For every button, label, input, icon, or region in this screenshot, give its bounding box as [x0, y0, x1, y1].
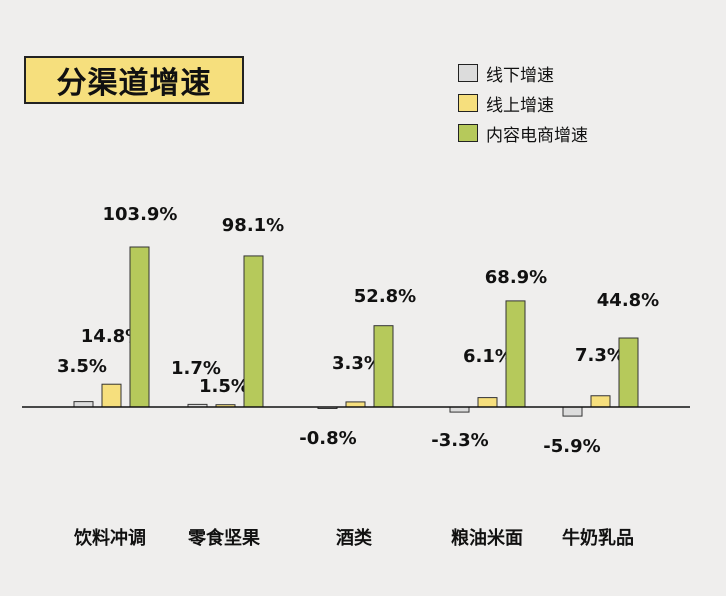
bar-4-1	[590, 395, 611, 408]
data-label-1-0: 1.7%	[171, 358, 221, 379]
data-label-0-0: 3.5%	[57, 356, 107, 377]
category-label-0: 饮料冲调	[73, 527, 146, 549]
legend-swatch-offline	[458, 64, 478, 82]
chart-title: 分渠道增速	[56, 66, 212, 101]
data-label-4-1: 7.3%	[575, 345, 625, 366]
legend: 线下增速 线上增速 内容电商增速	[458, 58, 588, 148]
legend-swatch-content	[458, 124, 478, 142]
data-label-4-2: 44.8%	[597, 290, 659, 311]
data-label-3-2: 68.9%	[485, 267, 547, 288]
category-label-4: 牛奶乳品	[562, 527, 634, 549]
bar-2-2	[373, 325, 394, 408]
legend-item-offline: 线下增速	[458, 58, 588, 88]
bar-4-0	[562, 406, 583, 417]
legend-label-offline: 线下增速	[486, 65, 554, 86]
data-label-1-2: 98.1%	[222, 215, 284, 236]
category-label-3: 粮油米面	[451, 527, 523, 549]
title-box: 分渠道增速	[24, 56, 244, 104]
bar-0-1	[101, 383, 122, 408]
bar-0-2	[129, 246, 150, 408]
legend-label-content: 内容电商增速	[486, 125, 588, 146]
data-label-2-2: 52.8%	[354, 286, 416, 307]
data-label-3-0: -3.3%	[431, 430, 488, 451]
data-label-3-1: 6.1%	[463, 346, 513, 367]
data-label-2-1: 3.3%	[332, 353, 382, 374]
category-label-1: 零食坚果	[187, 527, 261, 549]
data-label-2-0: -0.8%	[299, 428, 356, 449]
data-label-0-1: 14.8%	[81, 326, 143, 347]
legend-item-online: 线上增速	[458, 88, 588, 118]
bar-3-0	[449, 406, 470, 413]
bar-3-1	[477, 397, 498, 408]
bar-2-1	[345, 401, 366, 408]
bar-3-2	[505, 300, 526, 408]
legend-item-content: 内容电商增速	[458, 118, 588, 148]
legend-swatch-online	[458, 94, 478, 112]
bar-4-2	[618, 337, 639, 408]
category-label-2: 酒类	[336, 527, 373, 549]
data-label-0-2: 103.9%	[103, 204, 178, 225]
bar-1-2	[243, 255, 264, 408]
bar-0-0	[73, 401, 94, 408]
data-label-1-1: 1.5%	[199, 376, 249, 397]
data-label-4-0: -5.9%	[543, 436, 600, 457]
legend-label-online: 线上增速	[486, 95, 554, 116]
